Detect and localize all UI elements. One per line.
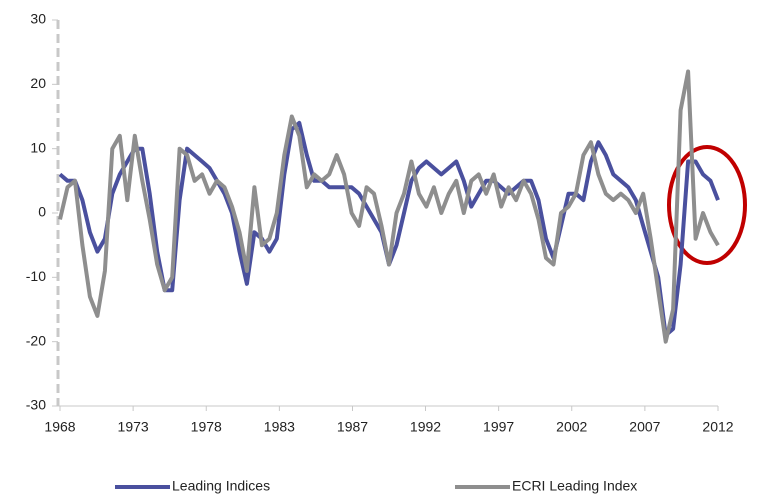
- y-tick-label: 30: [30, 11, 46, 27]
- x-tick-label: 2007: [629, 419, 660, 435]
- legend-label: ECRI Leading Index: [512, 478, 637, 494]
- series-line: [58, 69, 720, 344]
- x-tick-label: 1992: [410, 419, 441, 435]
- x-tick-label: 2012: [702, 419, 733, 435]
- x-tick-label: 2002: [556, 419, 587, 435]
- x-tick-label: 1997: [483, 419, 514, 435]
- series-line: [58, 120, 720, 338]
- x-tick-label: 1983: [264, 419, 295, 435]
- x-tick-label: 1987: [337, 419, 368, 435]
- y-tick-label: -20: [26, 332, 46, 348]
- y-tick-label: 0: [38, 204, 46, 220]
- legend-label: Leading Indices: [172, 478, 270, 494]
- x-tick-label: 1978: [191, 419, 222, 435]
- y-tick-label: 20: [30, 75, 46, 91]
- y-tick-label: 10: [30, 139, 46, 155]
- y-tick-label: -10: [26, 268, 46, 284]
- x-tick-label: 1968: [44, 419, 75, 435]
- highlight-circle: [667, 145, 747, 265]
- y-tick-label: -30: [26, 397, 46, 413]
- x-tick-label: 1973: [118, 419, 149, 435]
